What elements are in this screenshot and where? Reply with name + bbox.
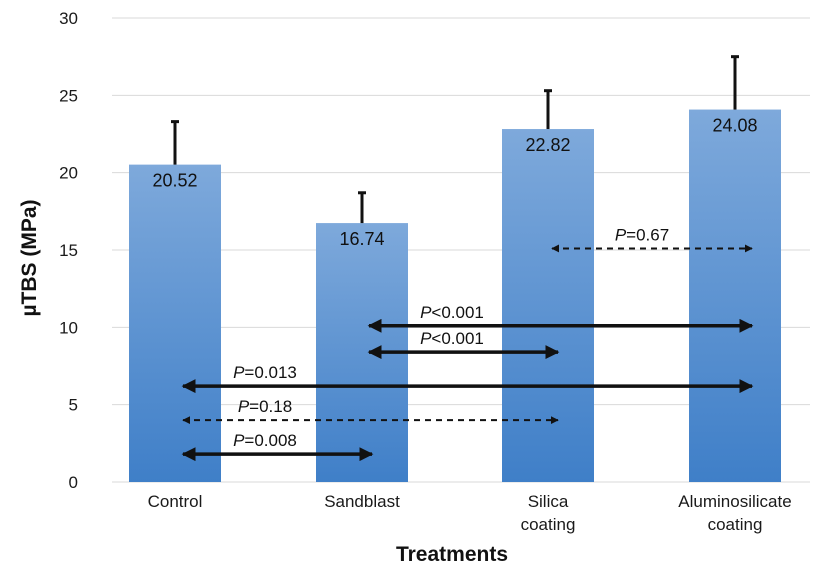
y-tick-label: 20 [59,164,78,183]
category-label: Aluminosilicate [678,492,791,511]
bar [689,109,781,482]
value-label: 22.82 [525,135,570,155]
p-value-label: P<0.001 [420,303,484,322]
x-axis-title: Treatments [396,543,508,566]
category-label: coating [708,515,763,534]
y-tick-labels: 0 5 10 15 20 25 30 [59,9,78,492]
value-label: 24.08 [712,116,757,136]
bar [129,164,221,482]
y-tick-label: 30 [59,9,78,28]
category-label: Control [148,492,203,511]
p-value-label: P=0.67 [615,225,669,244]
value-label: 16.74 [339,229,384,249]
category-label: Silica [528,492,569,511]
y-tick-label: 25 [59,86,78,105]
y-tick-label: 15 [59,241,78,260]
bar [502,129,594,482]
p-value-label: P<0.001 [420,329,484,348]
p-value-label: P=0.013 [233,363,297,382]
value-label: 20.52 [152,171,197,191]
y-tick-label: 5 [69,396,78,415]
comparison-arrows: P=0.67 P<0.001 P<0.001 P=0.013 P=0.18 P=0.008 [181,225,754,462]
value-labels: 20.52 16.74 22.82 24.08 [152,116,757,250]
error-bars [171,55,739,224]
p-value-label: P=0.18 [238,397,292,416]
bars [129,109,781,482]
y-axis-title: µTBS (MPa) [18,199,41,316]
category-labels: Control Sandblast Silica coating Aluminosili… [148,492,792,534]
category-label: coating [521,515,576,534]
y-tick-label: 10 [59,318,78,337]
y-tick-label: 0 [69,473,78,492]
category-label: Sandblast [324,492,400,511]
p-value-label: P=0.008 [233,431,297,450]
